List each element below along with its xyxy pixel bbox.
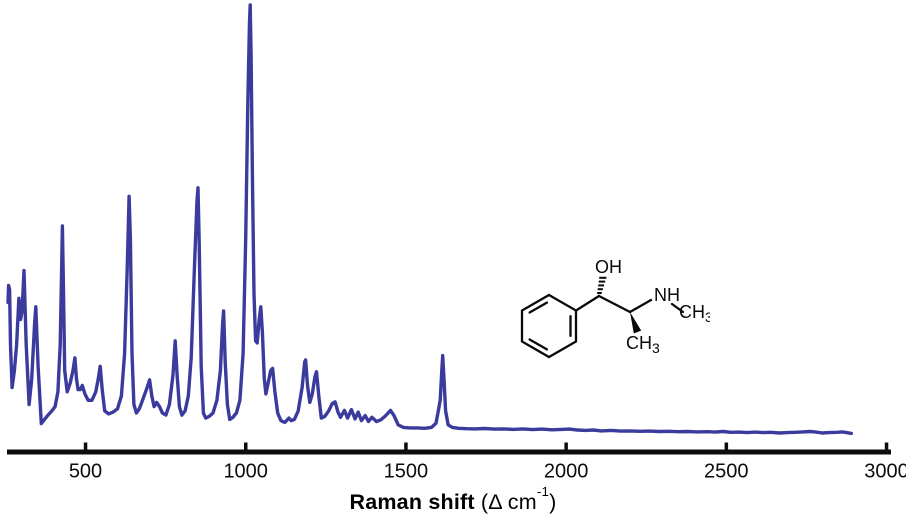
x-axis-tick — [83, 442, 88, 451]
bond-c1-to-c2 — [597, 294, 632, 314]
bond-nh-to-methyl — [670, 302, 685, 314]
bond-c2-to-nh — [628, 298, 653, 314]
x-axis-tick — [564, 442, 568, 451]
x-axis-title-close: ) — [549, 490, 557, 515]
c-methyl-label: CH3 — [626, 333, 660, 356]
x-axis-tick — [884, 442, 889, 451]
molecule-structure: OH NH CH3 CH3 — [520, 257, 710, 359]
x-axis-tick — [724, 442, 729, 451]
x-axis-title-regular: (Δ cm — [474, 490, 537, 515]
x-tick-label: 500 — [69, 461, 102, 483]
x-tick-label: 3000 — [864, 461, 906, 483]
x-axis-tick — [404, 442, 408, 451]
n-methyl-label: CH3 — [679, 302, 710, 325]
x-axis-tick — [244, 442, 248, 451]
x-axis-line — [7, 449, 891, 455]
hashed-wedge-bond-oh — [597, 276, 607, 294]
x-tick-label: 2000 — [544, 461, 589, 483]
spectrum-trace — [6, 3, 853, 436]
benzene-ring — [520, 293, 578, 359]
x-axis-title-bold: Raman shift — [349, 490, 475, 515]
double-bond-inner-bottom-left — [528, 338, 549, 351]
x-axis-tick-labels: 500 1000 1500 2000 2500 3000 — [69, 461, 906, 483]
bond-ring-to-c1 — [574, 294, 601, 312]
x-axis-title-superscript: -1 — [536, 484, 550, 500]
x-tick-label: 2500 — [704, 461, 749, 483]
x-tick-label: 1500 — [384, 461, 429, 483]
hydroxyl-label: OH — [595, 257, 622, 277]
x-axis-ticks — [83, 442, 889, 451]
double-bond-inner-top-left — [528, 301, 549, 314]
x-axis-title: Raman shift (Δ cm-1) — [0, 484, 906, 515]
amine-label: NH — [654, 285, 680, 305]
solid-wedge-bond-ch3 — [630, 312, 642, 334]
x-tick-label: 1000 — [223, 461, 268, 483]
